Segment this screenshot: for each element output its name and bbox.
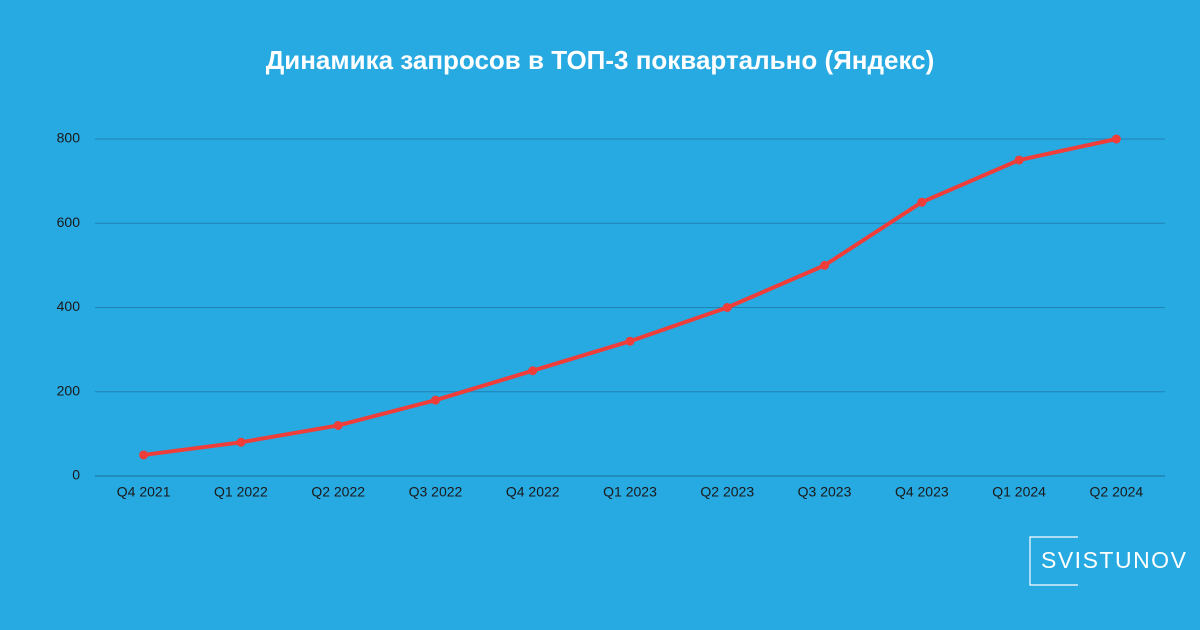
x-tick-label: Q1 2022 xyxy=(214,484,268,500)
y-tick-label: 600 xyxy=(57,214,81,230)
y-tick-label: 800 xyxy=(57,130,81,146)
y-tick-label: 400 xyxy=(57,298,81,314)
point xyxy=(236,437,246,447)
x-tick-label: Q3 2023 xyxy=(798,484,852,500)
point xyxy=(820,260,830,270)
x-tick-label: Q2 2023 xyxy=(700,484,754,500)
point xyxy=(333,420,343,430)
logo-frame xyxy=(1029,536,1078,586)
x-tick-label: Q2 2022 xyxy=(311,484,365,500)
logo: SVISTUNOV xyxy=(1041,547,1187,573)
point xyxy=(139,450,149,460)
point xyxy=(722,303,732,312)
point xyxy=(430,395,440,405)
chart-title: Динамика запросов в ТОП-3 поквартально (… xyxy=(266,45,935,75)
x-tick-label: Q1 2023 xyxy=(603,484,657,500)
y-tick-label: 200 xyxy=(57,382,81,398)
x-tick-label: Q4 2023 xyxy=(895,484,949,500)
x-tick-label: Q3 2022 xyxy=(409,484,463,500)
point xyxy=(917,197,927,207)
point xyxy=(625,336,635,346)
x-tick-label: Q2 2024 xyxy=(1090,484,1144,500)
point xyxy=(528,366,538,376)
point xyxy=(1014,155,1024,165)
x-tick-label: Q1 2024 xyxy=(992,484,1046,500)
point xyxy=(1111,134,1121,144)
y-tick-label: 0 xyxy=(72,467,80,483)
x-tick-label: Q4 2021 xyxy=(117,484,171,500)
x-tick-label: Q4 2022 xyxy=(506,484,560,500)
